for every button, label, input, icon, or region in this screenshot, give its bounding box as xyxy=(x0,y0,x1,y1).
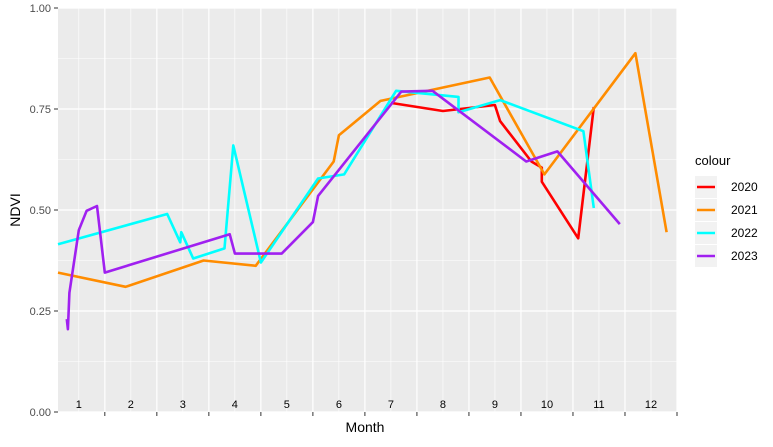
x-tick-label: 1 xyxy=(76,399,82,411)
series-line-2023 xyxy=(65,89,621,331)
x-tick-labels: 1 2 3 4 5 6 7 8 9 10 11 12 xyxy=(76,399,657,411)
x-tick-label: 8 xyxy=(440,399,446,411)
legend-label-2022: 2022 xyxy=(731,226,758,240)
legend-title: colour xyxy=(695,153,731,168)
legend: colour 2020 2021 2022 2023 xyxy=(695,153,758,267)
y-axis-title: NDVI xyxy=(7,193,23,226)
x-tick-label: 12 xyxy=(645,399,657,411)
x-tick-label: 11 xyxy=(593,399,604,411)
y-tick-label: 0.50 xyxy=(30,205,51,217)
x-tick-label: 10 xyxy=(541,399,553,411)
x-tick-label: 6 xyxy=(336,399,342,411)
series-line-2021 xyxy=(57,51,668,289)
x-tick-label: 7 xyxy=(388,399,394,411)
y-tick-marks xyxy=(54,7,58,413)
y-tick-label: 1.00 xyxy=(30,3,51,15)
series-line-2022 xyxy=(57,89,596,264)
x-tick-label: 3 xyxy=(180,399,186,411)
legend-label-2020: 2020 xyxy=(731,180,758,194)
y-tick-label: 0.75 xyxy=(30,104,51,116)
y-tick-label: 0.00 xyxy=(30,407,51,419)
x-axis-title: Month xyxy=(346,419,385,435)
legend-label-2021: 2021 xyxy=(731,203,758,217)
x-tick-label: 2 xyxy=(128,399,134,411)
series-lines xyxy=(57,51,668,331)
x-tick-label: 5 xyxy=(284,399,290,411)
x-tick-label: 9 xyxy=(492,399,498,411)
x-tick-marks xyxy=(104,412,678,416)
series-line-2020 xyxy=(390,101,596,240)
legend-label-2023: 2023 xyxy=(731,249,758,263)
y-tick-label: 0.25 xyxy=(30,306,51,318)
x-tick-label: 4 xyxy=(232,399,238,411)
major-gridlines xyxy=(58,7,678,413)
y-tick-labels: 0.00 0.25 0.50 0.75 1.00 xyxy=(30,3,51,419)
